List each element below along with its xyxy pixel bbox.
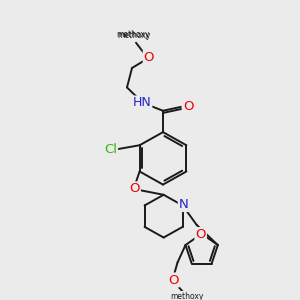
Text: methoxy: methoxy <box>116 31 150 40</box>
Text: O: O <box>195 228 206 241</box>
Text: HN: HN <box>133 97 152 110</box>
Text: O: O <box>129 182 140 196</box>
Text: N: N <box>179 198 188 211</box>
Text: methoxy: methoxy <box>170 292 203 300</box>
Text: O: O <box>144 51 154 64</box>
Text: methoxy: methoxy <box>117 32 151 40</box>
Text: O: O <box>168 274 179 286</box>
Text: O: O <box>183 100 193 113</box>
Text: Cl: Cl <box>104 142 117 156</box>
